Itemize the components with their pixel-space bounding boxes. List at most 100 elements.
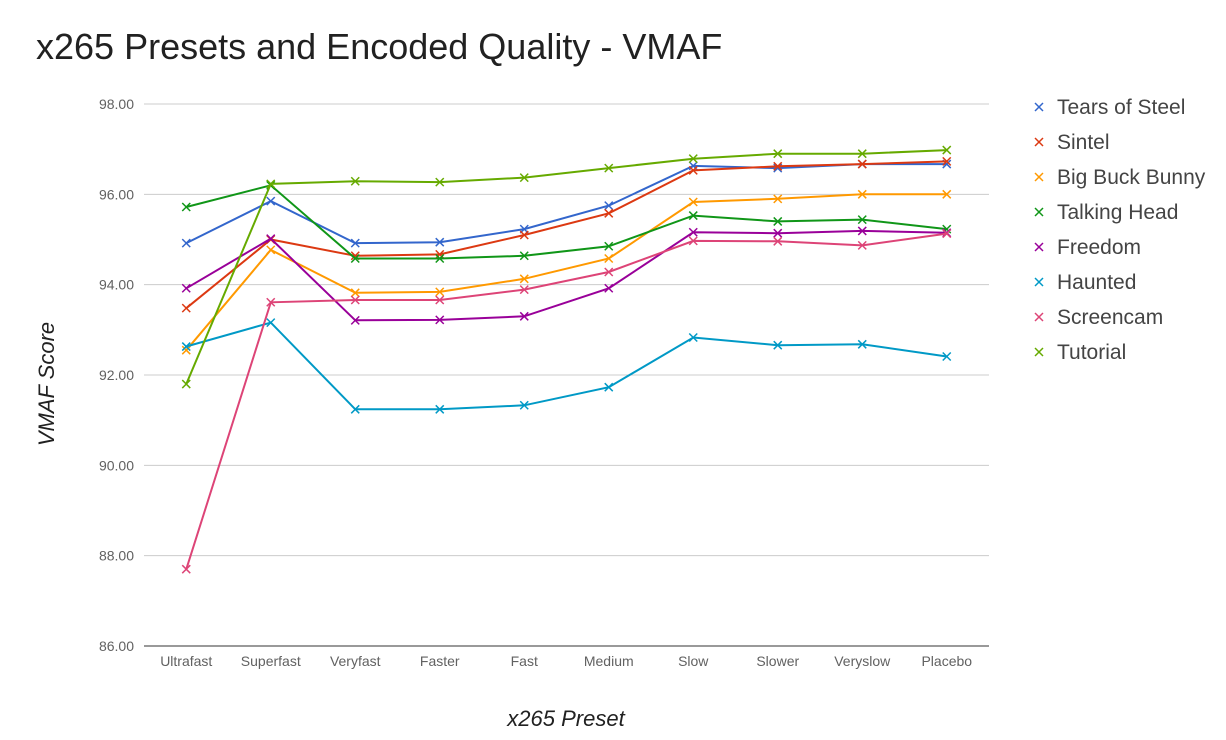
y-axis-ticks: 98.00 96.00 94.00 92.00 90.00 88.00 86.00 bbox=[99, 96, 134, 654]
data-point bbox=[435, 177, 445, 187]
series-big-buck-bunny bbox=[181, 189, 952, 355]
series-line bbox=[186, 321, 947, 411]
data-point bbox=[519, 173, 529, 183]
data-point bbox=[519, 400, 529, 410]
data-point bbox=[773, 149, 783, 159]
legend-label: Tutorial bbox=[1057, 341, 1126, 364]
x-tick-label: Slower bbox=[756, 653, 799, 669]
data-point bbox=[688, 211, 698, 221]
x-tick-label: Ultrafast bbox=[160, 653, 212, 669]
data-point bbox=[435, 249, 445, 259]
series-haunted bbox=[181, 318, 952, 414]
series-line bbox=[185, 193, 947, 351]
series-lines bbox=[181, 145, 952, 574]
data-point bbox=[857, 149, 867, 159]
data-point bbox=[435, 295, 445, 305]
data-point bbox=[435, 237, 445, 247]
legend: Tears of Steel Sintel Big Buck Bunny Talkin… bbox=[1034, 96, 1206, 364]
x-tick-label: Superfast bbox=[241, 653, 301, 669]
series-screencam bbox=[181, 229, 952, 574]
data-point bbox=[604, 208, 614, 218]
data-point bbox=[942, 351, 952, 362]
x-tick-label: Medium bbox=[584, 653, 634, 669]
x-tick-label: Fast bbox=[511, 653, 538, 669]
data-point bbox=[519, 285, 529, 295]
data-point bbox=[604, 241, 614, 251]
data-point bbox=[604, 382, 614, 392]
data-point bbox=[181, 564, 191, 574]
series-talking-head bbox=[181, 180, 952, 264]
chart-title: x265 Presets and Encoded Quality - VMAF bbox=[36, 26, 723, 67]
data-point bbox=[181, 303, 191, 313]
data-point bbox=[435, 253, 445, 264]
legend-label: Screencam bbox=[1057, 306, 1163, 329]
legend-item: Screencam bbox=[1034, 306, 1163, 329]
data-point bbox=[942, 229, 952, 239]
legend-label: Haunted bbox=[1057, 271, 1136, 294]
legend-item: Talking Head bbox=[1034, 201, 1178, 224]
data-point bbox=[350, 288, 360, 298]
legend-item: Tutorial bbox=[1034, 341, 1126, 364]
x-tick-label: Slow bbox=[678, 653, 709, 669]
legend-marker bbox=[1034, 172, 1044, 182]
series-line bbox=[185, 229, 947, 322]
data-point bbox=[435, 315, 445, 325]
y-tick-label: 94.00 bbox=[99, 277, 134, 293]
series-tutorial bbox=[181, 145, 952, 389]
data-point bbox=[942, 189, 952, 199]
y-tick-label: 98.00 bbox=[99, 96, 134, 112]
series-line bbox=[185, 232, 947, 570]
data-point bbox=[435, 404, 445, 414]
data-point bbox=[181, 379, 191, 389]
y-tick-label: 86.00 bbox=[99, 638, 134, 654]
data-point bbox=[857, 339, 867, 349]
data-point bbox=[266, 196, 276, 206]
x-tick-label: Veryfast bbox=[330, 653, 381, 669]
data-point bbox=[519, 251, 529, 261]
legend-marker bbox=[1034, 312, 1044, 322]
legend-label: Freedom bbox=[1057, 236, 1141, 259]
data-point bbox=[519, 274, 529, 284]
data-point bbox=[350, 295, 360, 305]
data-point bbox=[688, 165, 698, 175]
legend-marker bbox=[1034, 207, 1044, 217]
data-point bbox=[604, 283, 614, 293]
data-point bbox=[604, 253, 614, 264]
legend-label: Big Buck Bunny bbox=[1057, 166, 1206, 189]
x-tick-label: Veryslow bbox=[834, 653, 891, 669]
legend-label: Talking Head bbox=[1057, 201, 1178, 224]
data-point bbox=[773, 194, 783, 204]
data-point bbox=[181, 342, 191, 352]
legend-marker bbox=[1034, 242, 1044, 252]
legend-marker bbox=[1034, 137, 1044, 147]
data-point bbox=[773, 236, 783, 246]
y-tick-label: 88.00 bbox=[99, 548, 134, 564]
data-point bbox=[604, 201, 614, 211]
data-point bbox=[688, 227, 698, 237]
series-line bbox=[186, 184, 947, 260]
legend-label: Tears of Steel bbox=[1057, 96, 1185, 119]
legend-marker bbox=[1034, 347, 1044, 357]
legend-marker bbox=[1034, 277, 1044, 287]
data-point bbox=[604, 267, 614, 277]
x-axis-ticks: Ultrafast Superfast Veryfast Faster Fast Medi… bbox=[160, 653, 972, 669]
data-point bbox=[350, 253, 360, 264]
data-point bbox=[350, 238, 360, 248]
series-freedom bbox=[181, 226, 952, 325]
data-point bbox=[266, 179, 276, 189]
data-point bbox=[350, 404, 360, 414]
x-axis-title: x265 Preset bbox=[506, 706, 625, 731]
data-point bbox=[773, 216, 783, 226]
data-point bbox=[266, 318, 276, 328]
data-point bbox=[942, 156, 952, 166]
data-point bbox=[266, 234, 276, 244]
data-point bbox=[688, 332, 698, 343]
legend-item: Haunted bbox=[1034, 271, 1136, 294]
data-point bbox=[773, 340, 783, 350]
data-point bbox=[181, 283, 191, 293]
data-point bbox=[688, 236, 698, 246]
data-point bbox=[688, 154, 698, 164]
y-axis-title: VMAF Score bbox=[34, 322, 59, 446]
legend-label: Sintel bbox=[1057, 131, 1110, 154]
